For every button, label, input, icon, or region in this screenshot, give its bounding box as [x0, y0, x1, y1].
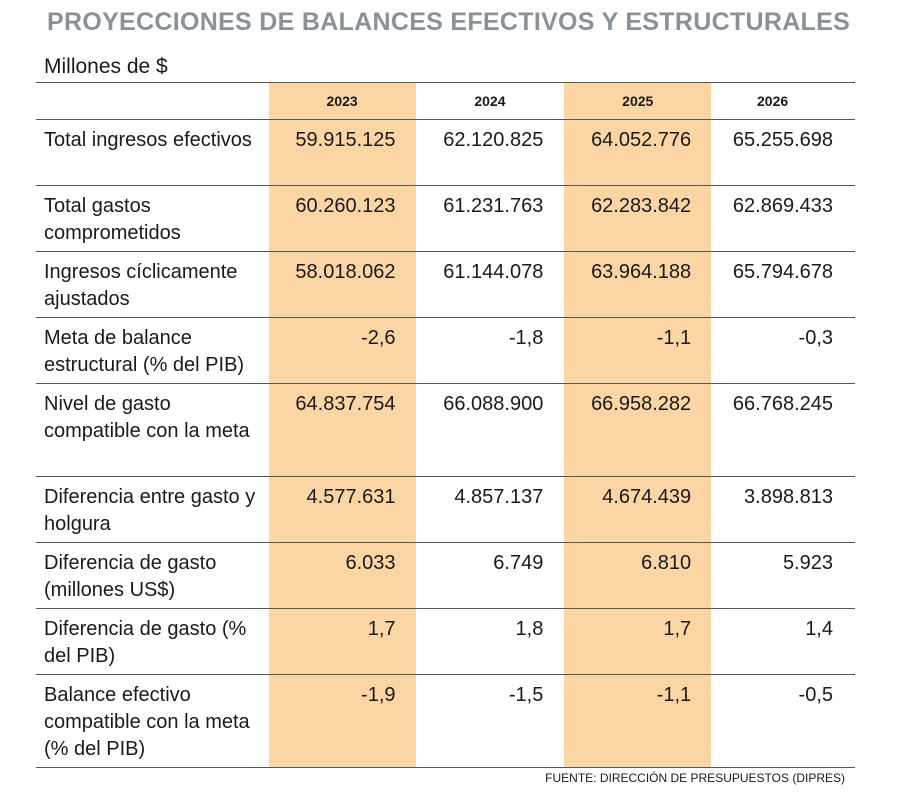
table-body: Total ingresos efectivos 59.915.125 62.120…: [36, 119, 855, 768]
value-cell-2023: -2,6: [268, 318, 417, 383]
units-label: Millones de $: [44, 55, 168, 78]
table-row: Diferencia entre gasto y holgura 4.577.63…: [36, 476, 855, 542]
value-cell-2024: 62.120.825: [417, 120, 565, 185]
value-cell-2023: 1,7: [268, 609, 417, 674]
table-row: Meta de balance estructural (% del PIB) -…: [36, 317, 855, 383]
value-cell-2023: -1,9: [268, 675, 417, 767]
row-label: Diferencia de gasto (millones US$): [44, 552, 217, 601]
table-row: Nivel de gasto compatible con la meta 64.…: [36, 383, 855, 476]
value-cell-2025: -1,1: [564, 675, 713, 767]
header-year-2026: 2026: [757, 93, 789, 109]
table-row: Diferencia de gasto (% del PIB) 1,7 1,8 1,7…: [36, 608, 855, 674]
value-cell-2026: 65.794.678: [732, 261, 833, 283]
value-cell-2023: 58.018.062: [268, 252, 417, 317]
value-cell-2026: 62.869.433: [732, 195, 833, 217]
value-cell-2025: 6.810: [564, 543, 713, 608]
value-cell-2024: 6.749: [417, 543, 565, 608]
table-row: Balance efectivo compatible con la meta …: [36, 674, 855, 768]
value-cell-2026: -0,5: [798, 684, 833, 706]
value-cell-2025: 62.283.842: [564, 186, 713, 251]
value-cell-2023: 64.837.754: [268, 384, 417, 476]
projection-table: 2023 2024 2025 2026 Total ingresos efect…: [36, 82, 855, 768]
value-cell-2025: 1,7: [564, 609, 713, 674]
value-cell-2023: 6.033: [268, 543, 417, 608]
row-label: Diferencia entre gasto y holgura: [44, 486, 256, 535]
value-cell-2024: -1,8: [417, 318, 565, 383]
row-label: Nivel de gasto compatible con la meta: [44, 393, 250, 442]
value-cell-2025: 66.958.282: [564, 384, 713, 476]
value-cell-2023: 60.260.123: [268, 186, 417, 251]
value-cell-2024: 66.088.900: [417, 384, 565, 476]
value-cell-2024: 61.231.763: [417, 186, 565, 251]
header-empty-cell: [36, 83, 269, 119]
value-cell-2024: -1,5: [417, 675, 565, 767]
value-cell-2023: 59.915.125: [268, 120, 417, 185]
value-cell-2023: 4.577.631: [268, 477, 417, 542]
table-row: Ingresos cíclicamente ajustados 58.018.06…: [36, 251, 855, 317]
header-year-2024: 2024: [417, 83, 565, 119]
value-cell-2024: 61.144.078: [417, 252, 565, 317]
row-label: Meta de balance estructural (% del PIB): [44, 327, 245, 376]
value-cell-2026: -0,3: [798, 327, 833, 349]
page-title: PROYECCIONES DE BALANCES EFECTIVOS Y EST…: [47, 8, 851, 36]
value-cell-2026: 3.898.813: [744, 486, 833, 508]
row-label: Total ingresos efectivos: [44, 129, 252, 151]
value-cell-2025: 64.052.776: [564, 120, 713, 185]
row-label: Diferencia de gasto (% del PIB): [44, 618, 247, 667]
header-year-2023: 2023: [268, 83, 417, 119]
source-note: FUENTE: DIRECCIÓN DE PRESUPUESTOS (DIPRE…: [545, 771, 845, 785]
value-cell-2025: 63.964.188: [564, 252, 713, 317]
table-row: Total ingresos efectivos 59.915.125 62.120…: [36, 119, 855, 185]
header-year-2025: 2025: [564, 83, 713, 119]
value-cell-2026: 65.255.698: [732, 129, 833, 151]
value-cell-2026: 1,4: [805, 618, 833, 640]
table-row: Total gastos comprometidos 60.260.123 61.2…: [36, 185, 855, 251]
table-row: Diferencia de gasto (millones US$) 6.033 6…: [36, 542, 855, 608]
row-label: Balance efectivo compatible con la meta …: [44, 684, 250, 760]
value-cell-2024: 1,8: [417, 609, 565, 674]
value-cell-2024: 4.857.137: [417, 477, 565, 542]
table-header-row: 2023 2024 2025 2026: [36, 82, 855, 119]
value-cell-2025: -1,1: [564, 318, 713, 383]
value-cell-2026: 5.923: [782, 552, 833, 574]
row-label: Total gastos comprometidos: [44, 195, 181, 244]
value-cell-2026: 66.768.245: [732, 393, 833, 415]
row-label: Ingresos cíclicamente ajustados: [44, 261, 238, 310]
value-cell-2025: 4.674.439: [564, 477, 713, 542]
